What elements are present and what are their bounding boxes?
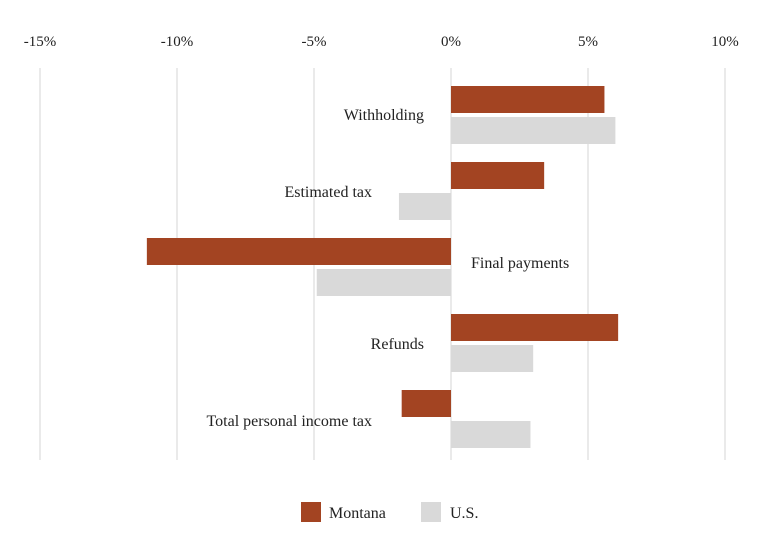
legend-swatch-us [421,502,441,522]
bar-us [398,193,451,220]
bars [146,86,619,448]
x-tick-label: 0% [441,34,461,50]
legend: Montana U.S. [301,502,478,522]
x-tick-label: 10% [711,34,739,50]
bar-us [316,269,451,296]
bar-montana [401,390,451,417]
x-tick-label: -5% [302,34,327,50]
category-label: Total personal income tax [207,413,373,430]
category-label: Estimated tax [284,184,372,201]
bar-montana [451,86,605,113]
x-tick-label: -15% [24,34,57,50]
category-label: Withholding [344,107,424,124]
x-tick-label: 5% [578,34,598,50]
bar-us [451,345,534,372]
category-label: Refunds [371,336,424,353]
bar-us [451,421,531,448]
x-axis-ticks: -15% -10% -5% 0% 5% 10% [24,34,739,50]
legend-label: Montana [329,505,386,522]
bar-montana [451,314,619,341]
bar-montana [146,238,452,265]
category-label: Final payments [471,255,569,272]
bar-montana [451,162,545,189]
category-labels: Withholding Estimated tax Final payments Re… [207,107,570,430]
x-tick-label: -10% [161,34,194,50]
bar-us [451,117,616,144]
legend-swatch-montana [301,502,321,522]
legend-label: U.S. [450,505,478,522]
